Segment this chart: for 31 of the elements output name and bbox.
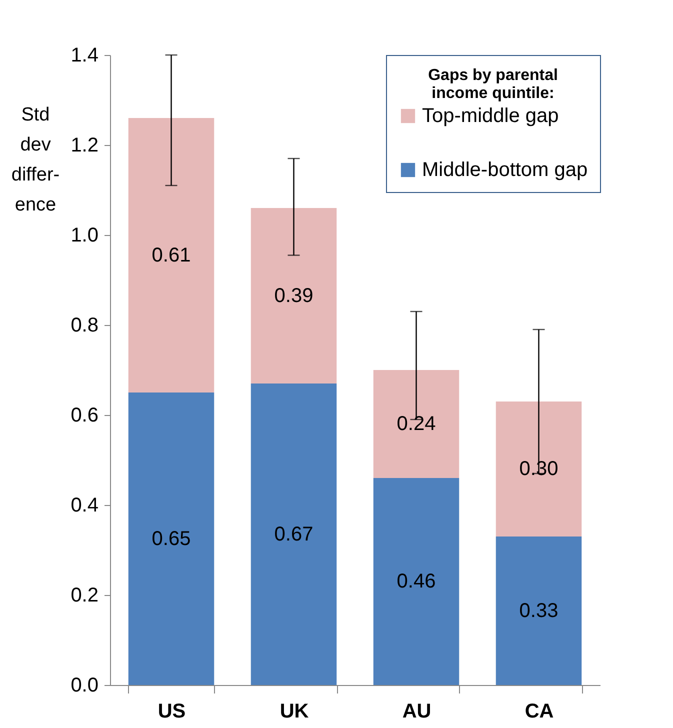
x-tick-label: UK xyxy=(280,700,310,722)
bar xyxy=(128,392,214,685)
legend-label: Top-middle gap xyxy=(422,105,559,127)
y-tick-label: 0.0 xyxy=(70,674,98,696)
data-label: 0.24 xyxy=(396,413,436,435)
x-tick-label: CA xyxy=(524,700,554,722)
bar xyxy=(496,536,582,685)
x-tick-label: AU xyxy=(402,700,432,722)
legend-label: Middle-bottom gap xyxy=(422,159,588,181)
data-label: 0.39 xyxy=(274,284,314,307)
y-axis-title: Std dev differ-ence xyxy=(11,104,60,216)
bar xyxy=(373,478,460,685)
bar xyxy=(250,208,337,384)
y-tick-label: 0.6 xyxy=(70,404,98,426)
bar xyxy=(496,402,582,536)
data-label: 0.67 xyxy=(274,523,314,546)
data-label: 0.33 xyxy=(519,600,558,622)
y-tick-label: 0.4 xyxy=(70,494,98,516)
y-tick-label: 1.4 xyxy=(70,44,98,66)
bar xyxy=(373,370,460,478)
y-tick-label: 0.8 xyxy=(70,314,98,336)
legend-title: Gaps by parental income quintile: xyxy=(428,67,558,102)
data-label: 0.61 xyxy=(152,244,191,266)
bar xyxy=(250,384,337,685)
y-tick-label: 0.2 xyxy=(70,584,98,606)
data-label: 0.65 xyxy=(152,528,191,550)
bar xyxy=(128,118,214,392)
y-tick-label: 1.0 xyxy=(70,224,98,246)
y-tick-label: 1.2 xyxy=(70,134,98,156)
data-label: 0.46 xyxy=(396,570,436,592)
x-tick-label: US xyxy=(158,700,186,722)
